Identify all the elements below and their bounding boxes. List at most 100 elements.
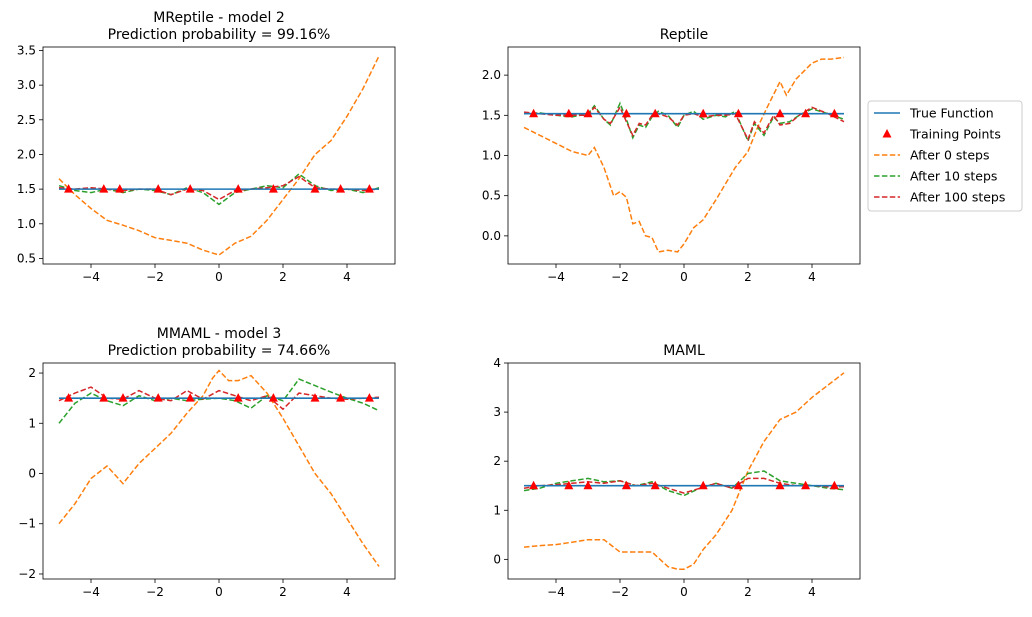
- x-tick-label: 2: [744, 585, 752, 599]
- training-point: [115, 184, 125, 193]
- y-tick-label: 1: [28, 416, 36, 430]
- y-tick-label: 1.0: [482, 149, 501, 163]
- training-point: [233, 393, 243, 402]
- training-point: [564, 108, 574, 118]
- x-tick-label: −2: [146, 270, 164, 284]
- training-point: [583, 480, 593, 490]
- training-point: [529, 108, 539, 118]
- training-point: [364, 393, 374, 402]
- y-tick-label: 2.5: [17, 113, 36, 127]
- series-line-after-0-steps: [523, 56, 845, 253]
- training-point: [310, 184, 320, 193]
- y-tick-label: 0: [28, 467, 36, 481]
- axes-frame: [507, 46, 861, 265]
- series-line-after-10-steps: [523, 470, 845, 497]
- legend-item: True Function: [874, 106, 994, 121]
- training-point: [801, 108, 811, 118]
- y-tick-label: 0: [493, 552, 501, 566]
- y-tick-label: 2: [493, 454, 501, 468]
- training-point: [336, 393, 346, 402]
- legend-item: After 100 steps: [874, 190, 1005, 205]
- subplot-title: MReptile - model 2: [153, 10, 284, 26]
- y-tick-label: 3.0: [17, 78, 36, 92]
- training-point: [185, 393, 195, 402]
- training-point: [801, 480, 811, 490]
- subplot-2: Reptile −4 −2 0 2 4 0.0 0.5 1.0 1.5 2.0: [482, 27, 861, 284]
- x-tick-label: −2: [611, 585, 629, 599]
- plot-area: [523, 372, 845, 570]
- training-point: [118, 393, 128, 402]
- x-tick-label: 0: [215, 585, 223, 599]
- training-point: [564, 480, 574, 490]
- y-tick-label: 1: [493, 503, 501, 517]
- legend-item: After 0 steps: [874, 148, 989, 163]
- subplot-title: MMAML - model 3: [157, 326, 282, 342]
- legend-label: After 0 steps: [910, 148, 989, 163]
- legend: True Function Training Points After 0 step…: [867, 100, 1023, 212]
- legend-item: Training Points: [882, 127, 1001, 142]
- x-tick-label: −2: [146, 585, 164, 599]
- y-tick-label: 2.0: [17, 147, 36, 161]
- y-tick-label: 3: [493, 405, 501, 419]
- axes-frame: [42, 46, 396, 265]
- x-tick-label: −2: [611, 270, 629, 284]
- series-line-after-100-steps: [58, 175, 380, 201]
- axes-frame: [42, 362, 396, 580]
- y-tick-label: 1.0: [17, 217, 36, 231]
- training-point: [698, 108, 708, 118]
- subplot-subtitle: Prediction probability = 74.66%: [108, 343, 331, 359]
- training-point: [268, 393, 278, 402]
- subplot-title: Reptile: [660, 27, 708, 43]
- legend-label: After 100 steps: [910, 190, 1005, 205]
- x-tick-label: −4: [547, 585, 565, 599]
- plot-area: [523, 56, 845, 253]
- x-tick-label: −4: [82, 585, 100, 599]
- training-point: [233, 184, 243, 193]
- series-line-after-100-steps: [523, 105, 845, 142]
- subplot-4: MAML −4 −2 0 2 4 0 1 2 3 4: [493, 343, 861, 599]
- x-tick-label: 2: [744, 270, 752, 284]
- legend-label: True Function: [909, 106, 994, 121]
- y-tick-label: −2: [18, 567, 36, 581]
- training-point: [650, 480, 660, 490]
- legend-label: After 10 steps: [910, 169, 997, 184]
- training-point: [364, 184, 374, 193]
- y-tick-label: 4: [493, 356, 501, 370]
- x-tick-label: 2: [279, 585, 287, 599]
- y-tick-label: 1.5: [17, 182, 36, 196]
- training-point: [583, 108, 593, 118]
- x-tick-label: 4: [343, 270, 351, 284]
- series-line-after-100-steps: [523, 477, 844, 494]
- training-point: [64, 393, 74, 402]
- training-point: [775, 480, 785, 490]
- legend-box: [867, 100, 1023, 212]
- training-point: [336, 184, 346, 193]
- x-tick-label: 0: [680, 585, 688, 599]
- training-point: [698, 480, 708, 490]
- training-point: [829, 480, 839, 490]
- training-point: [775, 108, 785, 118]
- training-point: [153, 184, 163, 193]
- training-point: [185, 184, 195, 193]
- legend-item: After 10 steps: [874, 169, 997, 184]
- training-point: [99, 184, 109, 193]
- series-line-after-0-steps: [58, 369, 380, 567]
- training-point: [64, 184, 74, 193]
- plot-area: [58, 55, 380, 256]
- y-tick-label: −1: [18, 517, 36, 531]
- series-line-after-0-steps: [58, 55, 380, 256]
- x-tick-label: 4: [808, 270, 816, 284]
- training-point: [310, 393, 320, 402]
- axes-frame: [507, 362, 861, 580]
- training-point: [268, 184, 278, 193]
- subplot-title: MAML: [663, 343, 705, 359]
- x-tick-label: 4: [343, 585, 351, 599]
- training-point: [829, 108, 839, 118]
- subplot-subtitle: Prediction probability = 99.16%: [108, 27, 331, 43]
- training-point: [621, 108, 631, 118]
- x-tick-label: 0: [215, 270, 223, 284]
- y-tick-label: 0.5: [17, 251, 36, 265]
